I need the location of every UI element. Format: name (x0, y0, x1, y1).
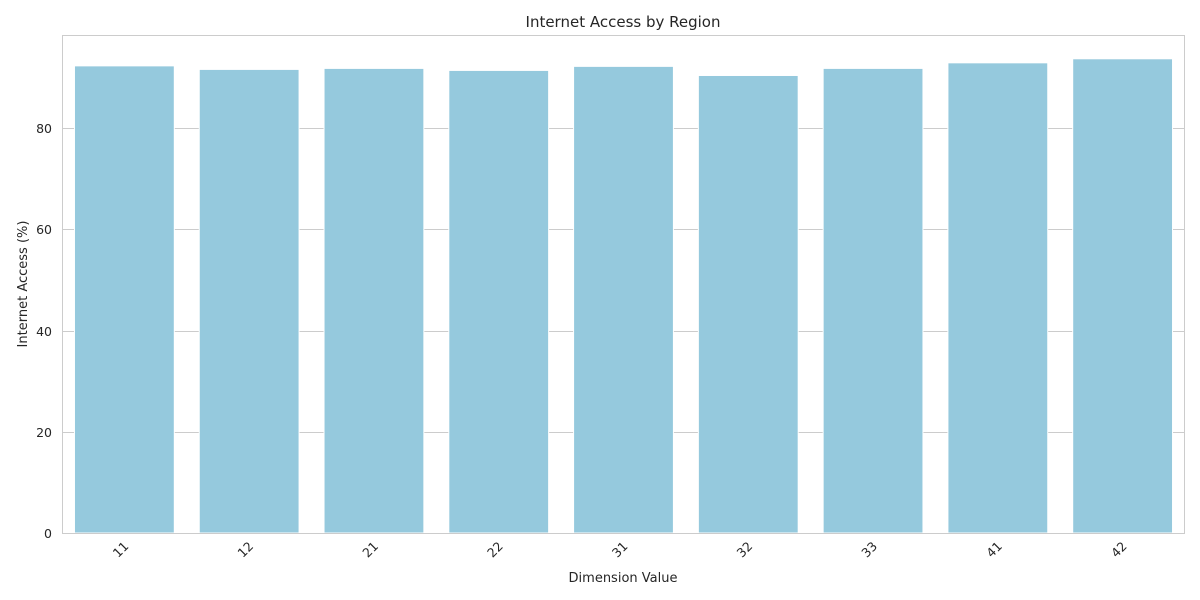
bar-31 (573, 65, 674, 534)
x-axis-label: Dimension Value (569, 571, 678, 586)
bar-32 (697, 74, 799, 534)
bars (73, 58, 1174, 534)
x-tick-labels: 11 12 21 22 31 32 33 41 42 (110, 539, 1130, 561)
y-tick-label: 60 (36, 222, 52, 237)
chart-title: Internet Access by Region (526, 13, 721, 31)
x-tick-label: 31 (609, 539, 631, 561)
plot-frame (62, 35, 1185, 534)
y-tick-label: 80 (36, 121, 52, 136)
y-tick-label: 20 (36, 425, 52, 440)
y-tick-labels: 0 20 40 60 80 (36, 121, 52, 541)
x-tick-label: 42 (1108, 539, 1130, 561)
bar-21 (323, 67, 425, 534)
bar-42 (1072, 58, 1174, 534)
bar-22 (448, 69, 550, 534)
y-tick-label: 0 (44, 526, 52, 541)
bar-33 (822, 67, 924, 534)
bar-12 (198, 68, 300, 534)
bar-11 (73, 65, 175, 534)
x-tick-label: 33 (858, 539, 880, 561)
x-tick-label: 22 (484, 539, 506, 561)
x-tick-label: 32 (734, 539, 756, 561)
y-axis-label: Internet Access (%) (16, 221, 31, 348)
x-tick-label: 41 (983, 539, 1005, 561)
bar-41 (947, 62, 1049, 534)
x-tick-label: 21 (359, 539, 381, 561)
x-tick-label: 11 (110, 539, 132, 561)
x-tick-label: 12 (234, 539, 256, 561)
y-tick-label: 40 (36, 324, 52, 339)
